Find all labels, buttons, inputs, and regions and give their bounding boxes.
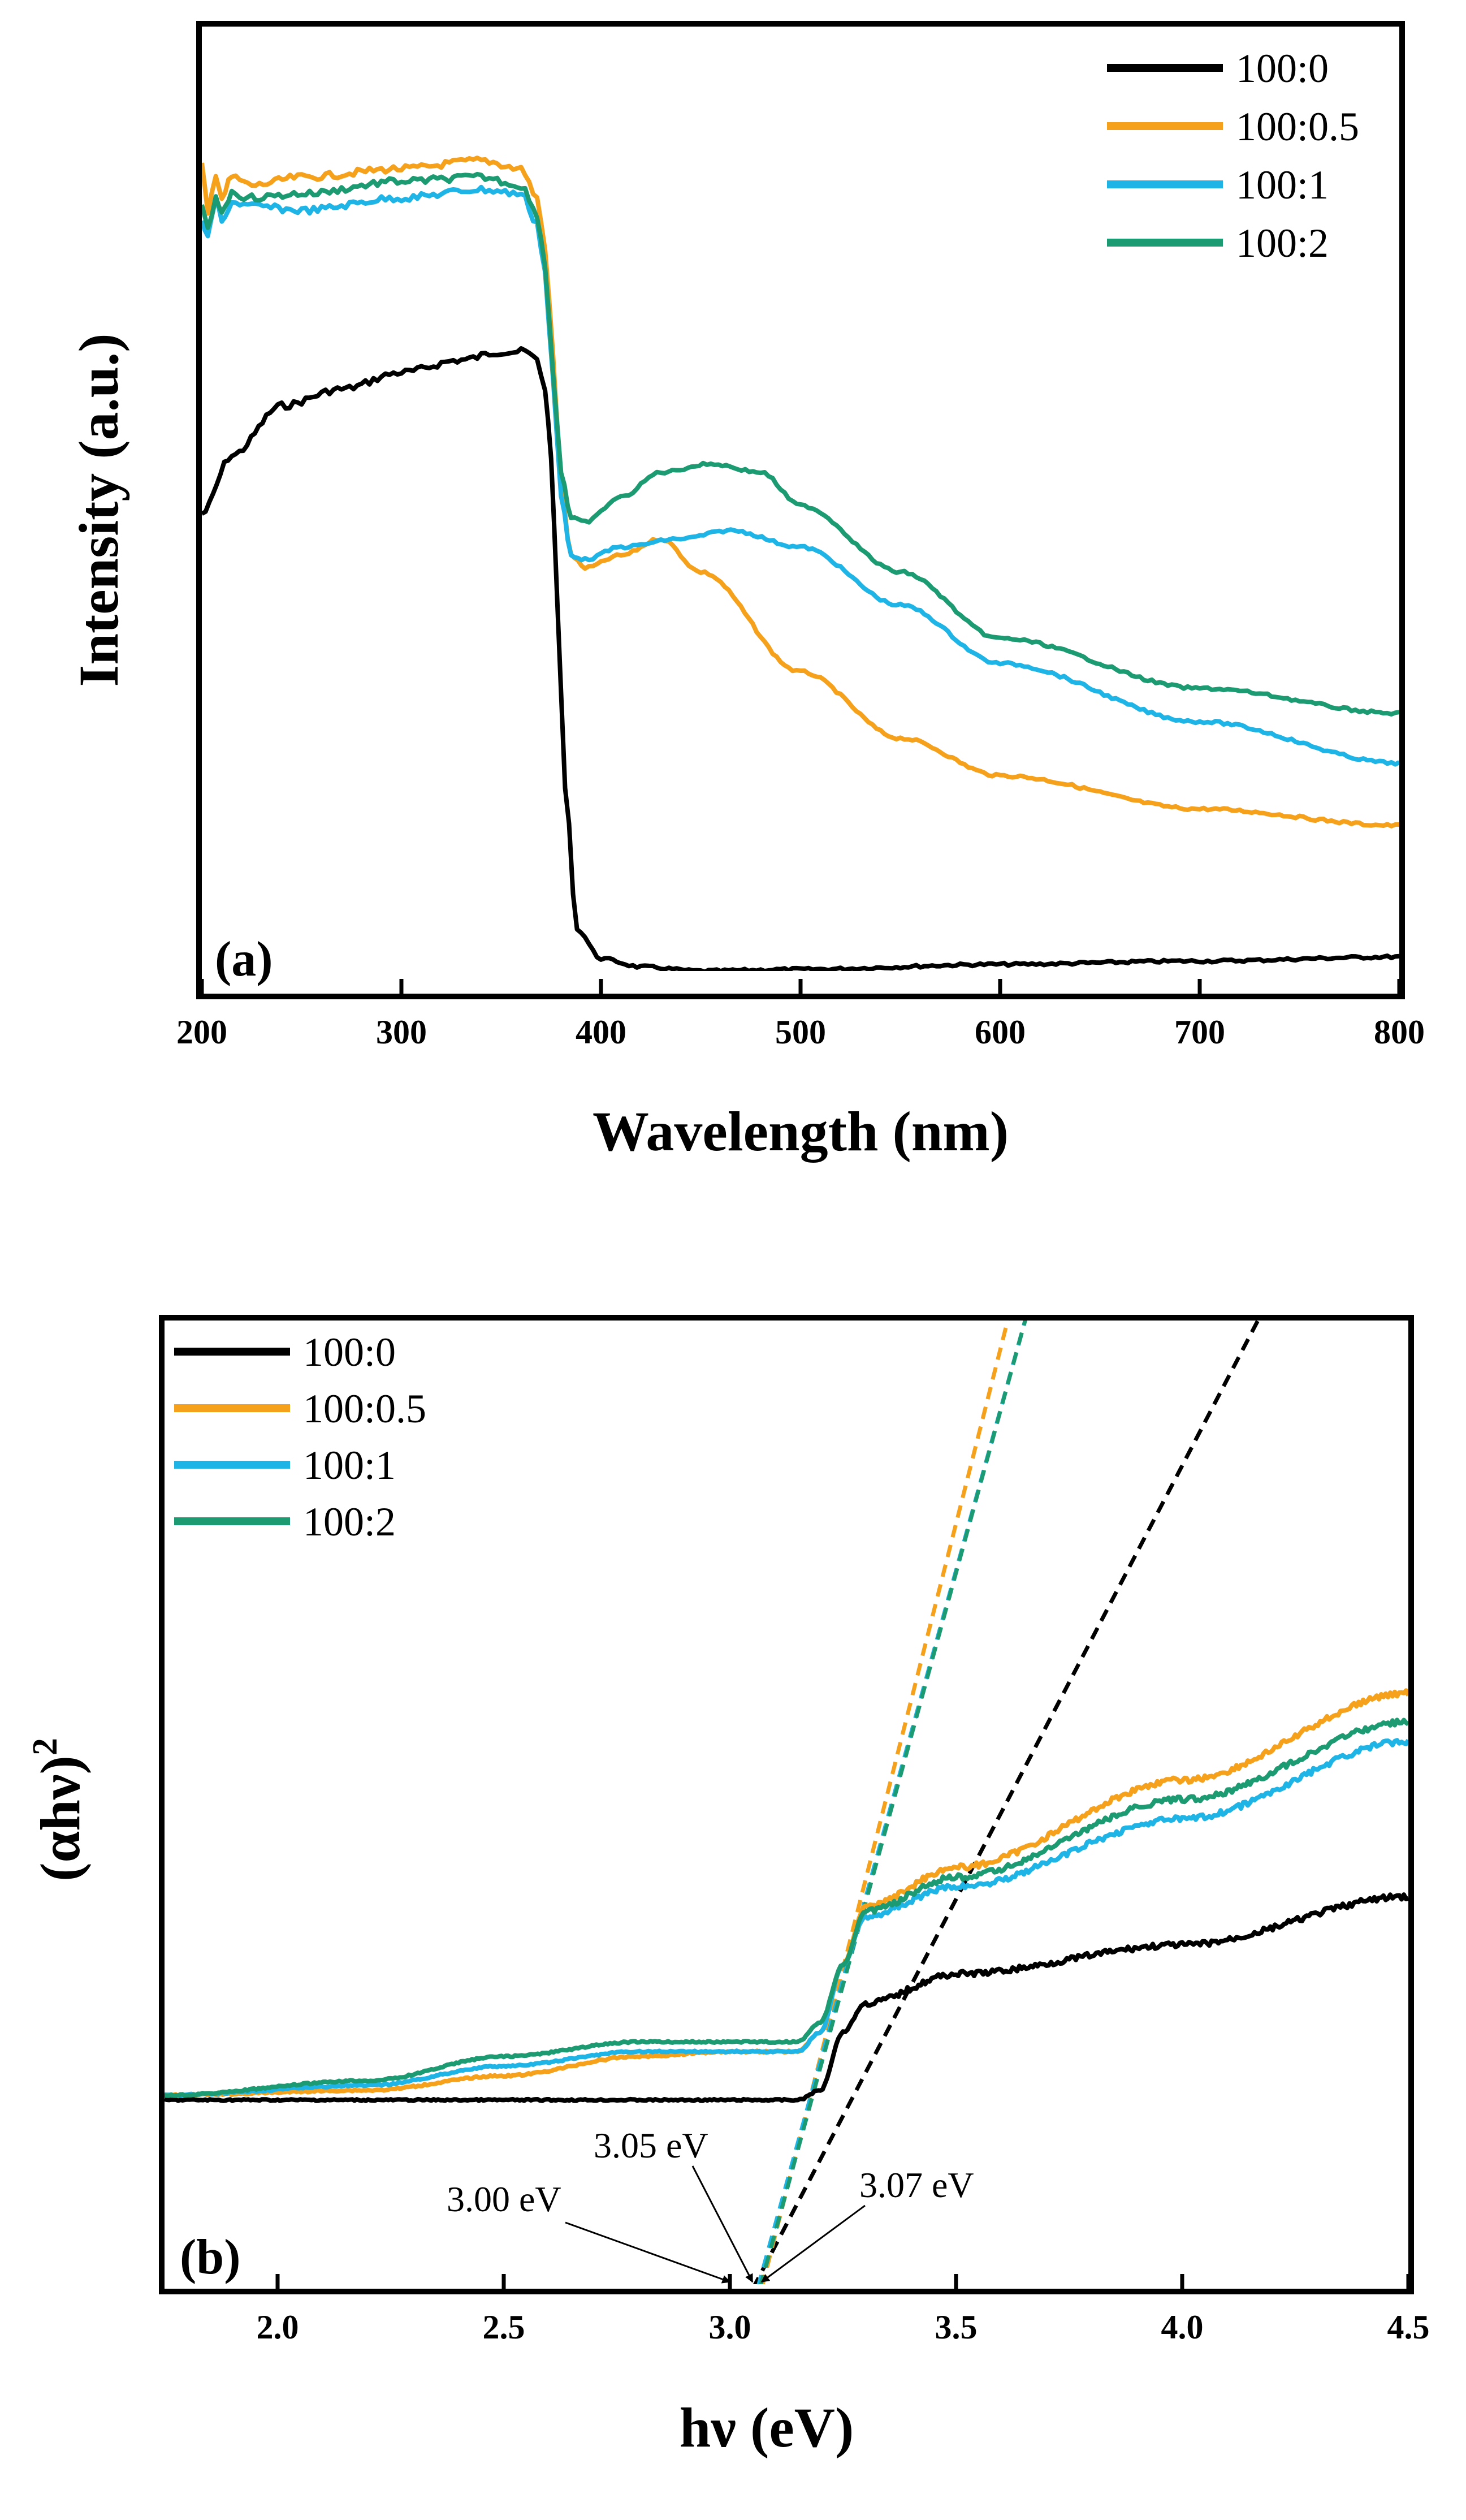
- series-line-100-2: [202, 171, 1399, 717]
- annotation-label-3-00-eV: 3.00 eV: [447, 2179, 561, 2219]
- panel-a: 200 300 400 500 600 700 800 Wavelength (nm) In…: [67, 21, 1425, 1163]
- panel-a-plot-area: [202, 156, 1399, 971]
- legend-label-100-0: 100:0: [1236, 46, 1329, 91]
- panel-b-legend: 100:0 100:0.5 100:1 100:2: [174, 1330, 426, 1544]
- x-tick-label-700: 700: [1174, 1013, 1225, 1051]
- x-tick-label-800: 800: [1374, 1013, 1425, 1051]
- annotation-arrow-3-07-eV: [760, 2204, 866, 2283]
- x-tick-label-4-5: 4.5: [1387, 2308, 1430, 2346]
- annotation-label-3-05-eV: 3.05 eV: [594, 2125, 708, 2165]
- series-line-100-1: [202, 184, 1399, 767]
- tangent-line-100-0-5: [760, 1315, 1011, 2284]
- tangent-line-100-1: [756, 1315, 1029, 2284]
- tangent-line-100-2: [759, 1315, 1029, 2284]
- legend-label-100-1: 100:1: [1236, 162, 1329, 208]
- panel-a-y-label: Intensity (a.u.): [67, 333, 130, 687]
- x-tick-label-4-0: 4.0: [1161, 2308, 1204, 2346]
- x-tick-label-200: 200: [176, 1013, 227, 1051]
- x-tick-label-500: 500: [775, 1013, 826, 1051]
- legend-label-100-2: 100:2: [1236, 221, 1329, 266]
- x-tick-label-2-0: 2.0: [257, 2308, 299, 2346]
- panel-a-x-label: Wavelength (nm): [593, 1100, 1009, 1163]
- series-line-100-2: [165, 1718, 1408, 2098]
- annotation-label-3-07-eV: 3.07 eV: [859, 2165, 974, 2205]
- series-line-100-1: [165, 1738, 1408, 2098]
- legend-label-100-0: 100:0: [303, 1330, 396, 1375]
- panel-b-x-ticks: 2.0 2.5 3.0 3.5 4.0 4.5: [257, 2274, 1430, 2346]
- x-tick-label-3-0: 3.0: [709, 2308, 751, 2346]
- annotation-arrow-3-00-eV: [565, 2221, 731, 2284]
- x-tick-label-400: 400: [576, 1013, 626, 1051]
- series-line-100-0-5: [165, 1688, 1408, 2099]
- legend-label-100-0-5: 100:0.5: [1236, 104, 1359, 149]
- series-line-100-0: [165, 1892, 1408, 2103]
- tangent-line-100-0: [753, 1315, 1264, 2284]
- legend-label-100-2: 100:2: [303, 1499, 396, 1544]
- panel-b-y-label-base: (αhν): [29, 1755, 92, 1882]
- x-tick-label-300: 300: [376, 1013, 427, 1051]
- panel-b-x-label: hν (eV): [680, 2396, 854, 2459]
- series-line-100-0: [202, 346, 1399, 971]
- panel-b-tag: (b): [180, 2230, 241, 2285]
- panel-b-plot-area: [165, 1315, 1408, 2284]
- series-line-100-0-5: [202, 156, 1399, 829]
- panel-a-tag: (a): [215, 932, 273, 987]
- panel-a-legend: 100:0 100:0.5 100:1 100:2: [1107, 46, 1359, 266]
- panel-a-x-ticks: 200 300 400 500 600 700 800: [176, 979, 1425, 1051]
- panel-b-frame: [159, 1315, 1414, 2294]
- x-tick-label-3-5: 3.5: [935, 2308, 978, 2346]
- panel-b: 2.0 2.5 3.0 3.5 4.0 4.5 hν (eV) (αhν)2 (b) 10…: [26, 1315, 1430, 2459]
- legend-label-100-1: 100:1: [303, 1443, 396, 1488]
- legend-label-100-0-5: 100:0.5: [303, 1386, 426, 1431]
- panel-b-y-label: (αhν)2: [26, 1738, 92, 1882]
- x-tick-label-600: 600: [975, 1013, 1026, 1051]
- annotation-arrow-3-05-eV: [691, 2165, 754, 2283]
- panel-a-frame: [196, 21, 1405, 999]
- panel-b-annotations: 3.00 eV 3.05 eV 3.07 eV: [447, 2125, 974, 2284]
- panel-b-y-label-sup: 2: [26, 1738, 64, 1755]
- x-tick-label-2-5: 2.5: [483, 2308, 525, 2346]
